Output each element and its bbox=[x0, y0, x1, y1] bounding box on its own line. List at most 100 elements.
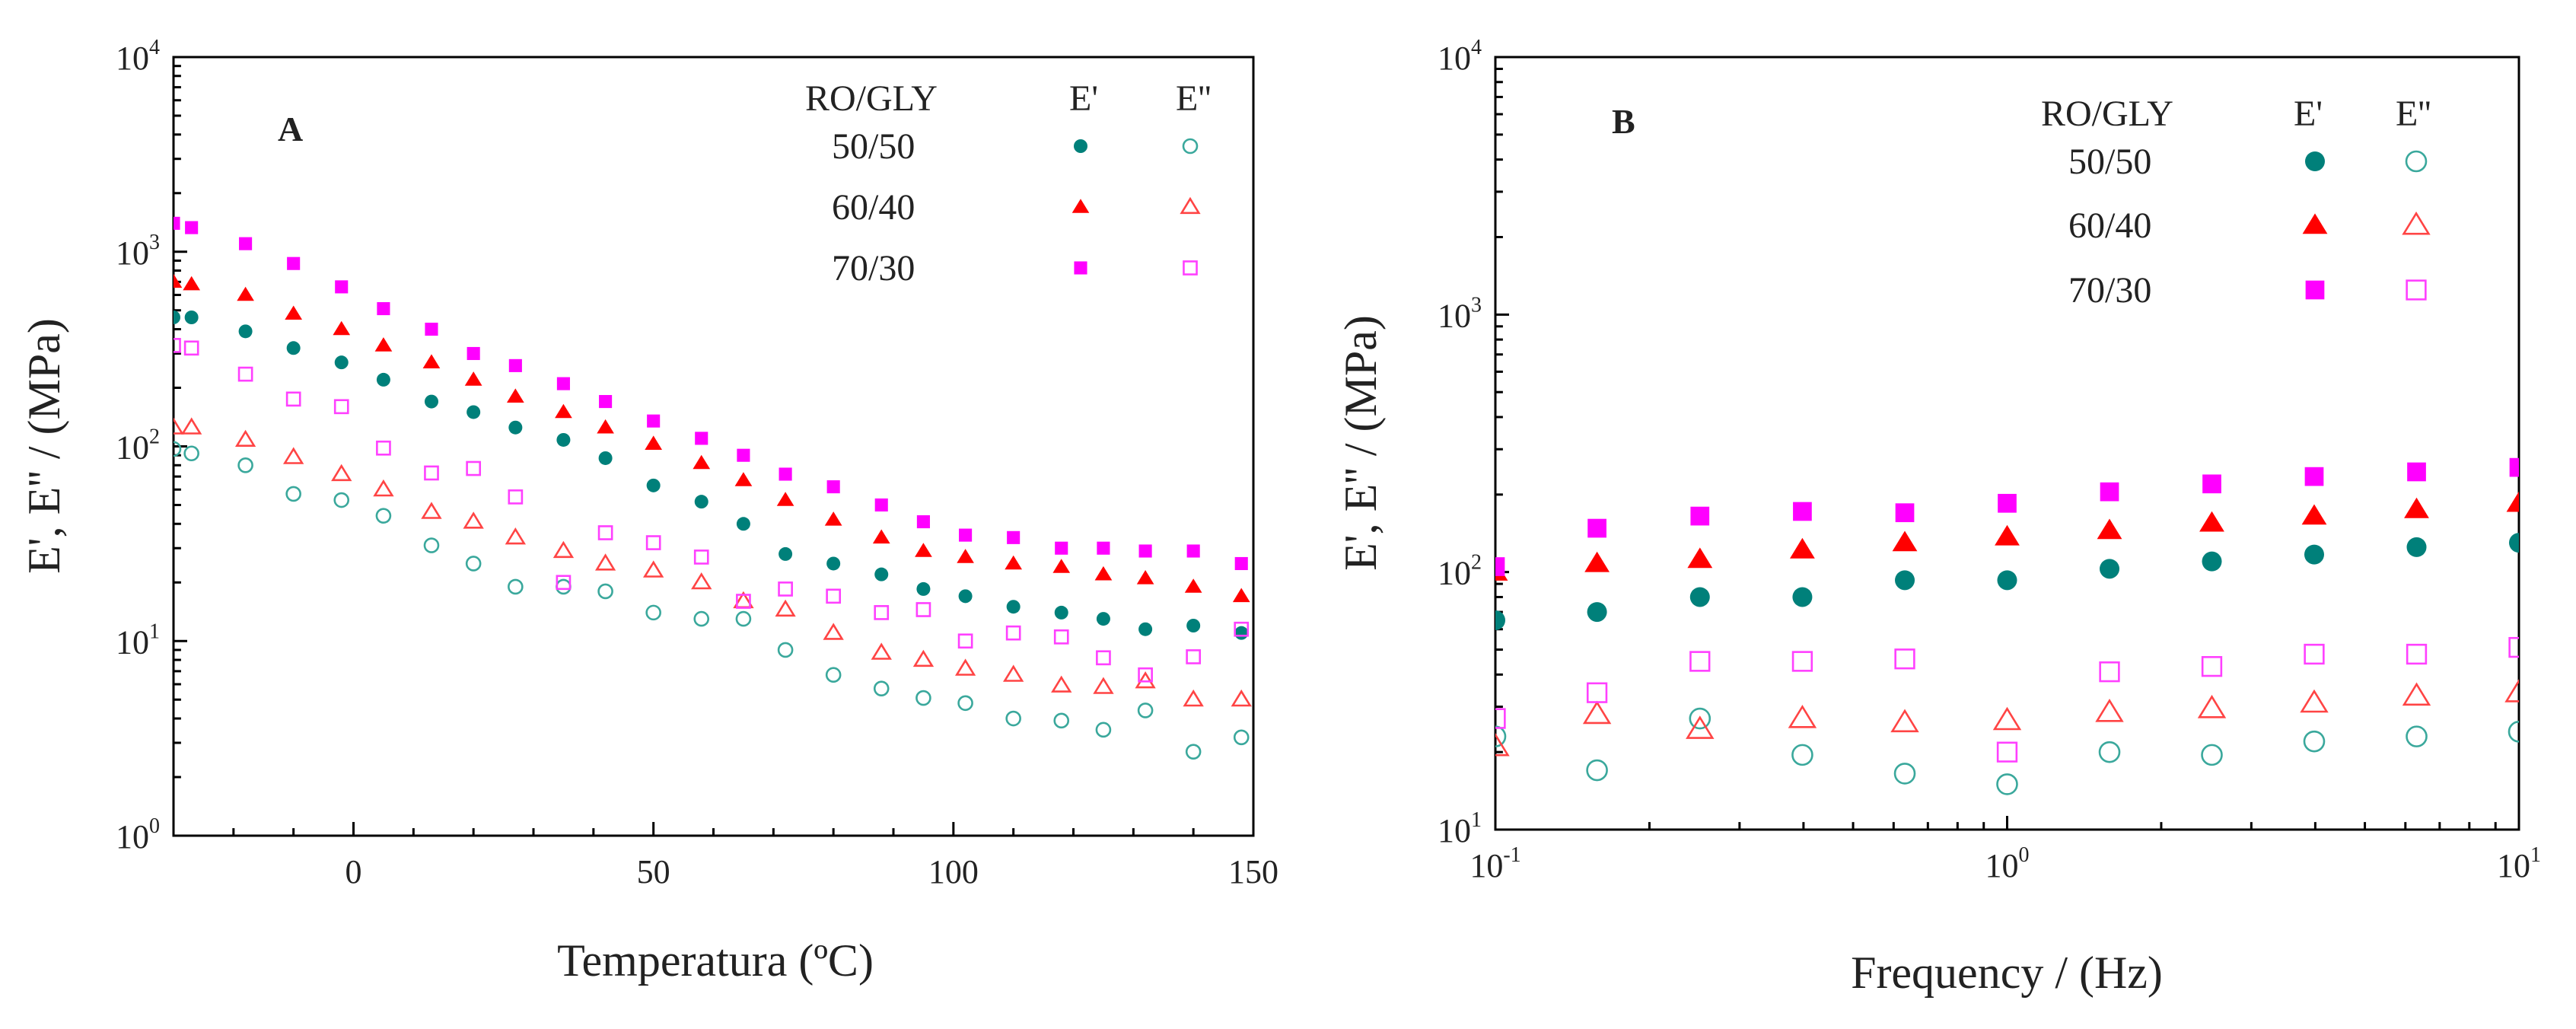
data-point bbox=[2197, 694, 2227, 718]
data-point bbox=[825, 667, 842, 683]
data-point bbox=[1231, 689, 1252, 707]
data-point bbox=[1005, 625, 1021, 641]
data-point bbox=[237, 366, 253, 382]
data-point bbox=[826, 480, 840, 494]
data-point bbox=[1689, 707, 1711, 730]
data-point bbox=[1138, 544, 1152, 558]
data-point bbox=[1234, 556, 1248, 571]
data-point bbox=[779, 546, 793, 561]
data-point bbox=[912, 649, 935, 667]
legend-entry: 60/40 bbox=[2068, 205, 2151, 246]
data-point bbox=[1998, 493, 2017, 513]
data-point bbox=[1687, 547, 1713, 569]
data-points bbox=[1495, 457, 2519, 795]
data-point bbox=[1992, 706, 2022, 731]
data-point bbox=[508, 489, 524, 505]
x-tick-label: 101 bbox=[2497, 843, 2541, 884]
legend-marker bbox=[2305, 280, 2325, 300]
data-point bbox=[1895, 503, 1915, 523]
x-tick-label: 10-1 bbox=[1469, 843, 1520, 884]
data-point bbox=[1053, 712, 1070, 729]
data-point bbox=[2504, 679, 2519, 702]
data-point bbox=[1587, 602, 1607, 623]
data-point bbox=[185, 221, 199, 234]
legend-marker bbox=[1180, 196, 1201, 215]
data-point bbox=[180, 417, 202, 435]
data-point bbox=[1006, 600, 1021, 614]
data-point bbox=[1792, 587, 1813, 607]
data-point bbox=[508, 578, 524, 595]
data-point bbox=[376, 440, 391, 456]
data-point bbox=[695, 432, 708, 445]
data-point bbox=[736, 517, 750, 531]
data-point bbox=[1495, 610, 1505, 630]
data-point bbox=[959, 528, 973, 542]
data-point bbox=[1788, 705, 1817, 728]
data-point bbox=[1495, 725, 1507, 747]
data-point bbox=[1183, 689, 1204, 707]
data-point bbox=[915, 690, 931, 706]
data-point bbox=[1002, 664, 1024, 682]
data-point bbox=[333, 399, 349, 415]
data-point bbox=[376, 372, 390, 387]
data-point bbox=[2095, 699, 2124, 722]
data-point bbox=[1186, 544, 1200, 558]
data-point bbox=[465, 556, 482, 572]
data-point bbox=[238, 324, 253, 339]
data-point bbox=[1587, 518, 1606, 538]
data-point bbox=[425, 322, 438, 336]
legend-entry: 50/50 bbox=[2068, 142, 2151, 182]
data-point bbox=[645, 535, 661, 550]
data-point bbox=[466, 346, 480, 361]
data-point bbox=[423, 537, 440, 553]
data-point bbox=[873, 680, 890, 696]
data-point bbox=[778, 581, 793, 597]
data-point bbox=[1793, 502, 1812, 521]
data-point bbox=[507, 388, 524, 403]
data-point bbox=[1995, 524, 2020, 546]
legend-marker bbox=[2405, 150, 2428, 173]
data-point bbox=[2098, 741, 2121, 763]
data-point bbox=[1586, 759, 1608, 782]
data-point bbox=[184, 310, 199, 324]
data-point bbox=[556, 377, 570, 390]
panel-label: A bbox=[278, 110, 303, 148]
data-point bbox=[2201, 656, 2223, 677]
data-point bbox=[1495, 732, 1510, 757]
data-point bbox=[1097, 541, 1110, 555]
data-point bbox=[234, 429, 256, 448]
data-point bbox=[556, 578, 572, 595]
data-point bbox=[2304, 643, 2325, 665]
y-tick-label: 103 bbox=[1438, 293, 1482, 334]
legend-marker bbox=[1183, 260, 1198, 276]
data-point bbox=[1582, 700, 1612, 725]
data-point bbox=[421, 502, 442, 519]
data-point bbox=[1138, 667, 1153, 683]
data-point bbox=[691, 572, 712, 590]
data-point bbox=[1138, 622, 1153, 636]
data-point bbox=[556, 432, 571, 447]
data-point bbox=[1893, 763, 1916, 785]
legend: RO/GLY E' E'' 50/50 60/40 70/30 bbox=[2041, 94, 2431, 311]
legend-header-storage-modulus: E' bbox=[1069, 78, 1098, 119]
data-point bbox=[174, 417, 184, 435]
data-point bbox=[958, 589, 973, 604]
data-point bbox=[647, 414, 661, 428]
data-point bbox=[874, 498, 888, 512]
data-point bbox=[2099, 661, 2120, 683]
data-point bbox=[871, 642, 892, 660]
data-point bbox=[1186, 649, 1202, 664]
data-point bbox=[183, 445, 199, 462]
data-point bbox=[2201, 744, 2223, 766]
data-point bbox=[1495, 708, 1506, 729]
data-point bbox=[335, 280, 349, 294]
data-point bbox=[916, 581, 931, 596]
data-point bbox=[1996, 741, 2018, 763]
legend: RO/GLY E' E'' 50/50 60/40 70/30 bbox=[805, 78, 1212, 288]
data-point bbox=[373, 479, 394, 497]
data-point bbox=[693, 610, 710, 627]
data-point bbox=[1052, 559, 1071, 573]
data-point bbox=[1094, 565, 1113, 581]
data-point bbox=[597, 583, 613, 600]
y-tick-label: 102 bbox=[1438, 551, 1482, 592]
